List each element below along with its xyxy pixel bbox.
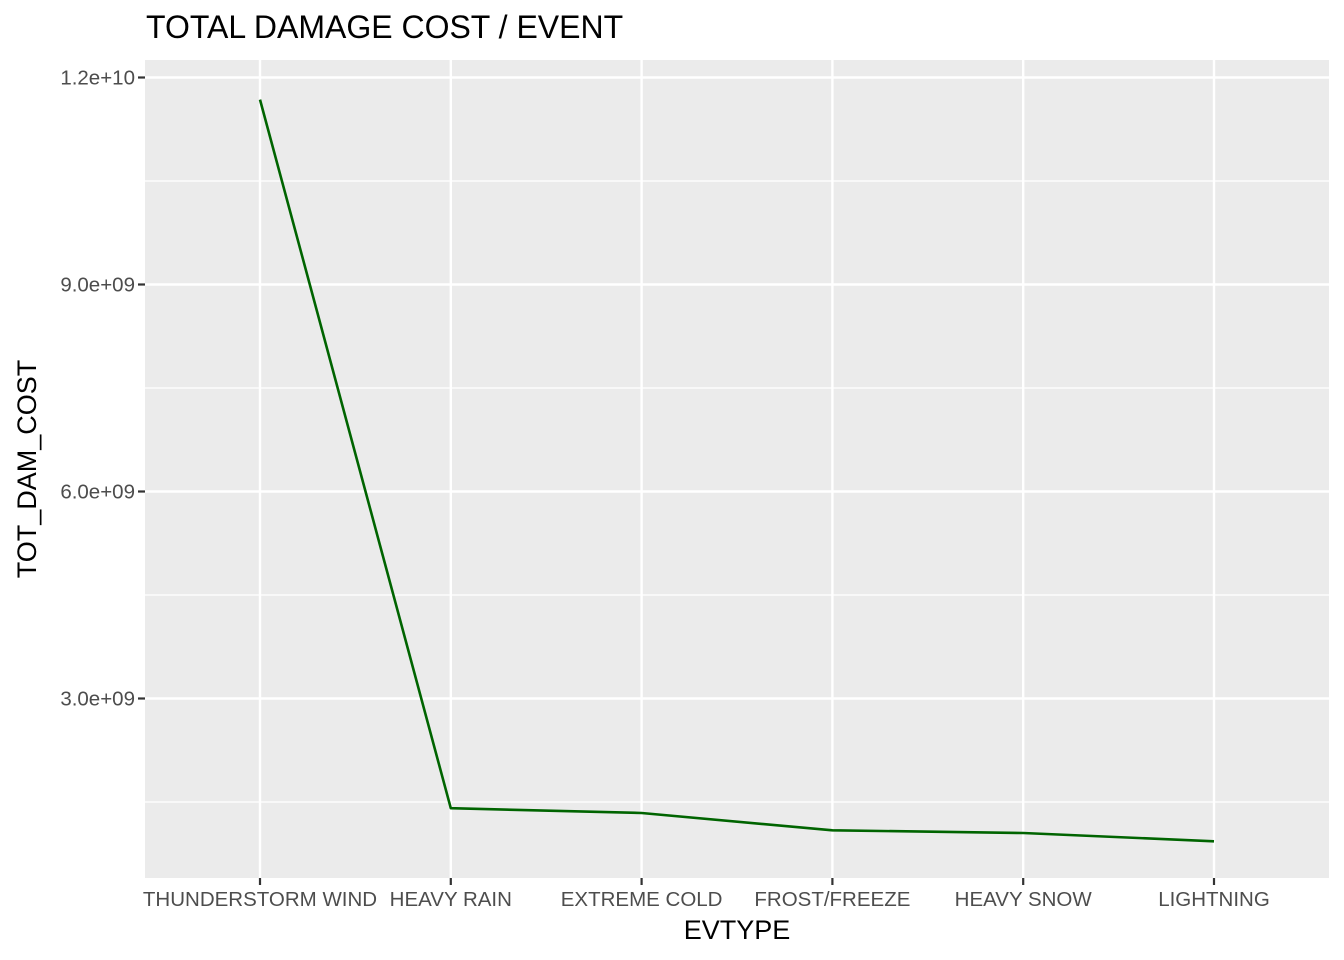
x-tick-label: THUNDERSTORM WIND <box>143 888 377 911</box>
x-tick-label: EXTREME COLD <box>561 888 723 911</box>
chart-title: TOTAL DAMAGE COST / EVENT <box>146 9 623 45</box>
plot-panel <box>145 60 1329 878</box>
y-axis-title: TOT_DAM_COST <box>12 360 42 579</box>
series-layer <box>258 99 1215 843</box>
x-tick-label: LIGHTNING <box>1158 888 1270 911</box>
y-tick-label: 3.0e+09 <box>60 688 135 711</box>
x-axis-title: EVTYPE <box>684 915 791 945</box>
minor-gridlines <box>145 180 1329 803</box>
y-tick-label: 6.0e+09 <box>60 481 135 504</box>
x-tick-label: HEAVY SNOW <box>955 888 1093 911</box>
y-tick-label: 1.2e+10 <box>60 67 135 90</box>
x-tick-label: FROST/FREEZE <box>754 888 910 911</box>
x-axis: THUNDERSTORM WIND HEAVY RAIN EXTREME COLD F… <box>143 878 1270 911</box>
y-axis: 3.0e+09 6.0e+09 9.0e+09 1.2e+10 <box>60 67 145 711</box>
series-line <box>258 99 1215 843</box>
y-tick-label: 9.0e+09 <box>60 274 135 297</box>
x-tick-label: HEAVY RAIN <box>390 888 512 911</box>
major-gridlines <box>145 60 1329 878</box>
